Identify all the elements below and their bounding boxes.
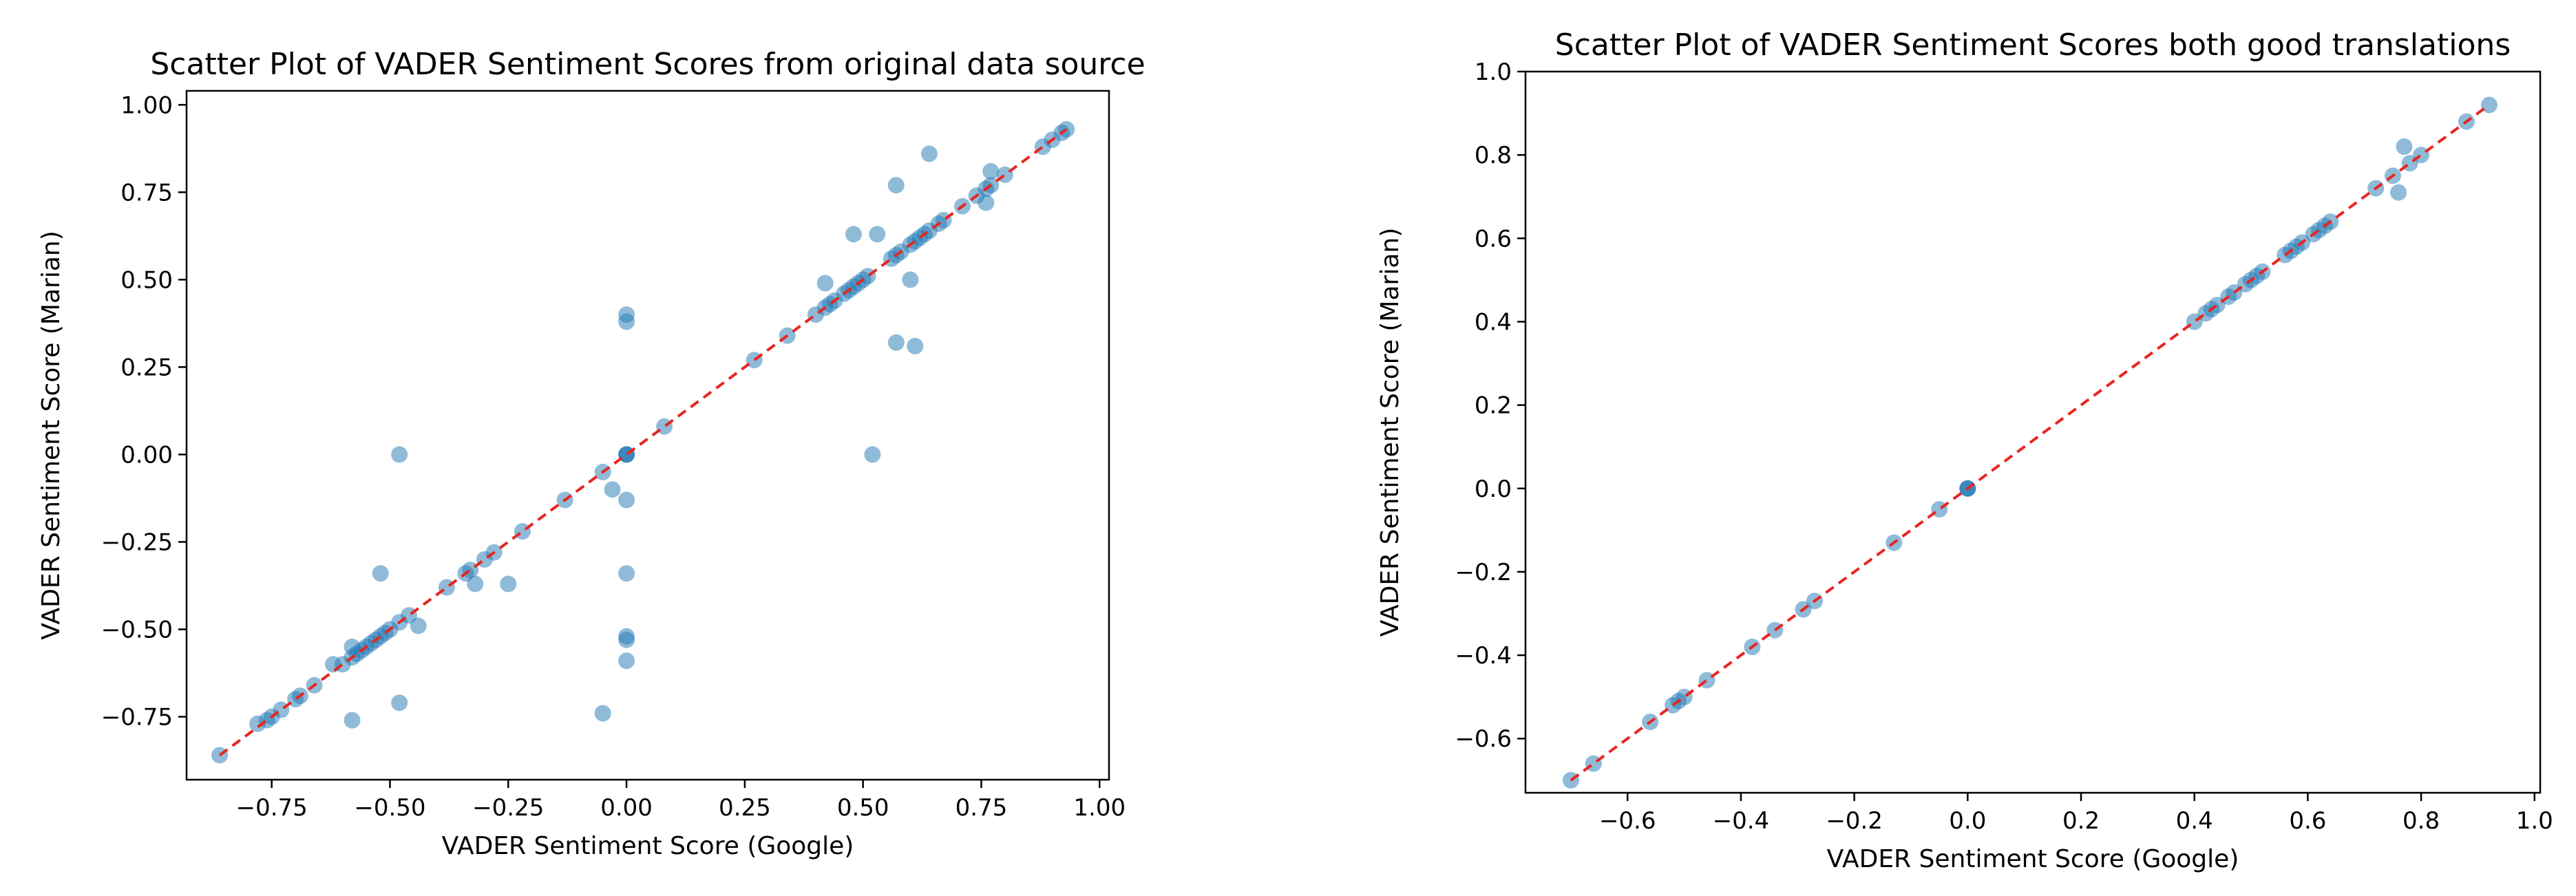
y-tick-label: 0.25 bbox=[120, 354, 173, 381]
y-tick-label: 0.00 bbox=[120, 441, 173, 469]
x-tick-label: 0.75 bbox=[956, 794, 1008, 822]
data-point bbox=[618, 313, 635, 330]
x-tick-label: 0.6 bbox=[2289, 807, 2326, 835]
chart-title: Scatter Plot of VADER Sentiment Scores b… bbox=[1555, 28, 2511, 63]
x-tick-label: −0.4 bbox=[1713, 807, 1770, 835]
data-point bbox=[344, 712, 361, 729]
x-tick-label: 0.25 bbox=[719, 794, 771, 822]
data-point bbox=[594, 705, 611, 722]
data-point bbox=[978, 194, 995, 211]
x-tick-label: −0.50 bbox=[354, 794, 425, 822]
y-tick-label: 1.00 bbox=[120, 92, 173, 119]
x-tick-label: 0.2 bbox=[2062, 807, 2100, 835]
y-tick-label: −0.25 bbox=[101, 529, 173, 556]
data-point bbox=[391, 446, 408, 463]
data-point bbox=[845, 226, 862, 243]
y-tick-label: −0.75 bbox=[101, 704, 173, 732]
data-point bbox=[902, 271, 919, 288]
data-point bbox=[618, 491, 635, 509]
x-axis-label: VADER Sentiment Score (Google) bbox=[1827, 845, 2239, 873]
data-point bbox=[2396, 138, 2413, 155]
data-point bbox=[864, 446, 881, 463]
data-point bbox=[372, 565, 389, 582]
data-point bbox=[2390, 184, 2407, 201]
y-tick-label: 0.2 bbox=[1475, 392, 1512, 420]
x-axis-label: VADER Sentiment Score (Google) bbox=[442, 832, 854, 860]
y-tick-label: 1.0 bbox=[1475, 58, 1512, 86]
x-tick-label: 0.8 bbox=[2403, 807, 2440, 835]
data-point bbox=[920, 145, 938, 162]
y-tick-label: −0.2 bbox=[1455, 559, 1512, 586]
x-tick-label: −0.75 bbox=[236, 794, 308, 822]
data-point bbox=[467, 575, 484, 593]
y-axis-label: VADER Sentiment Score (Marian) bbox=[1376, 228, 1404, 637]
reference-line bbox=[218, 128, 1068, 757]
x-tick-label: 1.00 bbox=[1073, 794, 1126, 822]
y-tick-label: 0.50 bbox=[120, 266, 173, 294]
y-tick-label: −0.50 bbox=[101, 617, 173, 644]
x-tick-label: 0.00 bbox=[600, 794, 653, 822]
data-point bbox=[869, 226, 886, 243]
x-tick-label: 0.0 bbox=[1949, 807, 1986, 835]
data-point bbox=[907, 337, 924, 354]
y-tick-label: −0.6 bbox=[1455, 725, 1512, 753]
y-axis-label: VADER Sentiment Score (Marian) bbox=[37, 231, 65, 640]
x-tick-label: 1.0 bbox=[2516, 807, 2553, 835]
x-tick-label: −0.2 bbox=[1826, 807, 1883, 835]
x-tick-label: 0.50 bbox=[837, 794, 889, 822]
y-tick-label: −0.4 bbox=[1455, 642, 1512, 670]
data-point bbox=[618, 565, 635, 582]
reference-line bbox=[1570, 103, 2491, 782]
data-point bbox=[982, 162, 1000, 180]
y-tick-label: 0.6 bbox=[1475, 225, 1512, 253]
data-point bbox=[887, 177, 905, 194]
data-point bbox=[618, 652, 635, 670]
data-point bbox=[344, 638, 361, 655]
data-point bbox=[410, 617, 427, 634]
data-point bbox=[500, 575, 517, 593]
data-point bbox=[604, 481, 621, 498]
plot-frame bbox=[185, 89, 1110, 781]
y-tick-label: 0.75 bbox=[120, 179, 173, 206]
data-point bbox=[618, 631, 635, 648]
y-tick-label: 0.8 bbox=[1475, 142, 1512, 169]
x-tick-label: 0.4 bbox=[2176, 807, 2213, 835]
data-point bbox=[816, 275, 834, 292]
chart-title: Scatter Plot of VADER Sentiment Scores f… bbox=[150, 47, 1145, 82]
y-tick-label: 0.4 bbox=[1475, 308, 1512, 336]
plot-frame bbox=[1524, 70, 2542, 794]
x-tick-label: −0.6 bbox=[1599, 807, 1656, 835]
data-point bbox=[887, 334, 905, 351]
x-tick-label: −0.25 bbox=[472, 794, 544, 822]
data-point bbox=[391, 694, 408, 712]
y-tick-label: 0.0 bbox=[1475, 476, 1512, 503]
